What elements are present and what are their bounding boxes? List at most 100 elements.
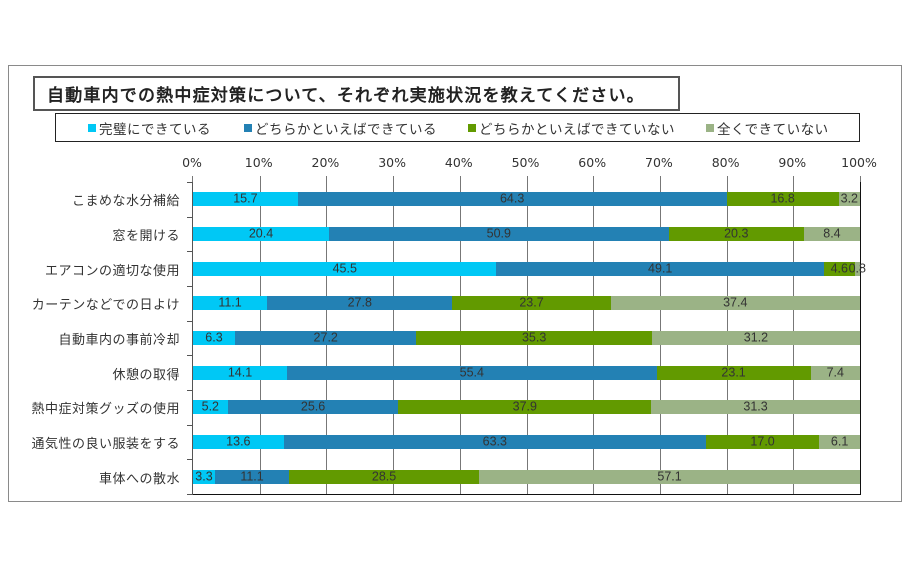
bar-segment: 13.6: [193, 435, 284, 449]
bar-segment: 3.3: [193, 469, 215, 484]
y-tick-mark: [187, 424, 193, 426]
data-label: 0.8: [848, 261, 866, 276]
legend-item-not-at-all: 全くできていない: [706, 114, 829, 141]
data-label: 49.1: [648, 261, 673, 276]
data-label: 8.4: [823, 226, 841, 241]
tick-mark: [192, 176, 193, 182]
legend-swatch-icon: [706, 123, 714, 132]
legend: 完璧にできている どちらかといえばできている どちらかといえばできていない 全く…: [55, 113, 860, 142]
chart-title-text: 自動車内での熱中症対策について、それぞれ実施状況を教えてください。: [47, 86, 645, 106]
category-label: カーテンなどでの日よけ: [31, 298, 180, 314]
bar-segment: 11.1: [215, 469, 290, 484]
data-label: 16.8: [770, 192, 795, 207]
data-label: 5.2: [201, 400, 220, 415]
category-label: 自動車内の事前冷却: [58, 333, 180, 348]
x-tick-label: 30%: [378, 155, 406, 170]
bar-segment: 0.8: [849, 261, 866, 276]
legend-label: どちらかといえばできている: [255, 121, 437, 138]
category-label: 熱中症対策グッズの使用: [31, 402, 180, 418]
legend-swatch-icon: [244, 123, 252, 132]
data-label: 7.4: [826, 365, 844, 380]
x-tick-label: 70%: [644, 155, 673, 170]
y-tick-mark: [187, 494, 193, 495]
bar-segment: 50.9: [329, 227, 669, 241]
data-label: 35.3: [521, 330, 547, 345]
legend-swatch-icon: [88, 123, 96, 132]
bar-segment: 64.3: [297, 192, 727, 207]
tick-mark: [860, 176, 861, 182]
bar-segment: 15.7: [193, 192, 298, 207]
bar-segment: 6.1: [819, 435, 860, 449]
y-tick-mark: [187, 251, 193, 253]
bar-segment: 14.1: [193, 365, 288, 380]
y-tick-mark: [187, 216, 193, 218]
bar-segment: 20.4: [193, 226, 330, 241]
data-label: 4.6: [830, 261, 848, 276]
data-label: 6.3: [205, 330, 223, 345]
bar-segment: 63.3: [283, 434, 706, 449]
legend-label: 全くできていない: [717, 121, 829, 138]
data-label: 28.5: [371, 469, 397, 484]
bar-segment: 27.2: [235, 330, 417, 345]
category-label: エアコンの適切な使用: [44, 263, 180, 279]
category-label: 窓を開ける: [112, 229, 180, 244]
data-label: 15.7: [233, 192, 258, 207]
bar-segment: 35.3: [416, 330, 652, 345]
x-tick-label: 20%: [311, 155, 340, 170]
data-label: 64.3: [499, 192, 525, 207]
data-label: 3.3: [195, 469, 213, 484]
legend-swatch-icon: [468, 123, 476, 132]
category-label: こまめな水分補給: [71, 194, 180, 210]
bar-segment: 20.3: [668, 226, 804, 241]
data-label: 20.4: [248, 226, 274, 241]
legend-item-somewhat-not: どちらかといえばできていない: [468, 114, 675, 141]
x-tick-label: 0%: [182, 155, 202, 170]
bar-segment: 49.1: [496, 261, 824, 276]
y-tick-mark: [187, 182, 193, 183]
y-tick-mark: [187, 355, 193, 357]
bar-segment: 25.6: [227, 400, 399, 415]
y-tick-mark: [187, 286, 193, 287]
data-label: 55.4: [459, 365, 484, 380]
bar-segment: 57.1: [479, 469, 860, 484]
x-tick-label: 90%: [778, 155, 807, 170]
bar-segment: 3.2: [838, 192, 860, 207]
data-label: 11.1: [240, 469, 264, 484]
bar-segment: 45.5: [193, 261, 497, 276]
bar-segment: 27.8: [267, 296, 453, 311]
bar-segment: 23.7: [452, 296, 611, 311]
category-label: 車体への散水: [98, 471, 180, 487]
bar-segment: 31.3: [651, 400, 860, 415]
chart-title: 自動車内での熱中症対策について、それぞれ実施状況を教えてください。: [33, 76, 680, 111]
bar-segment: 5.2: [193, 400, 228, 415]
data-label: 27.8: [347, 296, 372, 311]
category-label: 休憩の取得: [112, 367, 180, 383]
bar-segment: 28.5: [289, 469, 480, 484]
data-label: 57.1: [657, 469, 682, 484]
bar-row: 15.7 64.3 16.8 3.2: [193, 192, 860, 207]
legend-item-somewhat-done: どちらかといえばできている: [244, 114, 437, 141]
legend-item-perfect: 完璧にできている: [88, 114, 211, 141]
data-label: 14.1: [227, 365, 253, 380]
bar-segment: 55.4: [287, 365, 657, 380]
bar-segment: 23.1: [656, 365, 811, 380]
x-tick-label: 60%: [578, 155, 607, 170]
y-tick-mark: [187, 320, 193, 322]
x-tick-label: 10%: [244, 155, 273, 170]
data-label: 37.4: [723, 296, 748, 311]
data-label: 45.5: [332, 261, 357, 276]
bar-row: 3.3 11.1 28.5 57.1: [193, 469, 860, 484]
bar-segment: 37.9: [398, 400, 652, 415]
data-label: 27.2: [313, 330, 338, 345]
bar-segment: 16.8: [726, 192, 839, 207]
data-label: 20.3: [724, 226, 749, 241]
x-tick-label: 100%: [841, 155, 877, 170]
y-tick-mark: [187, 459, 193, 461]
bar-segment: 11.1: [193, 296, 268, 311]
bar-row: 5.2 25.6 37.9 31.3: [193, 400, 860, 415]
data-label: 11.1: [218, 296, 242, 311]
data-label: 25.6: [300, 400, 326, 415]
data-label: 63.3: [482, 434, 507, 449]
data-label: 23.7: [519, 296, 544, 311]
y-tick-mark: [187, 390, 193, 391]
